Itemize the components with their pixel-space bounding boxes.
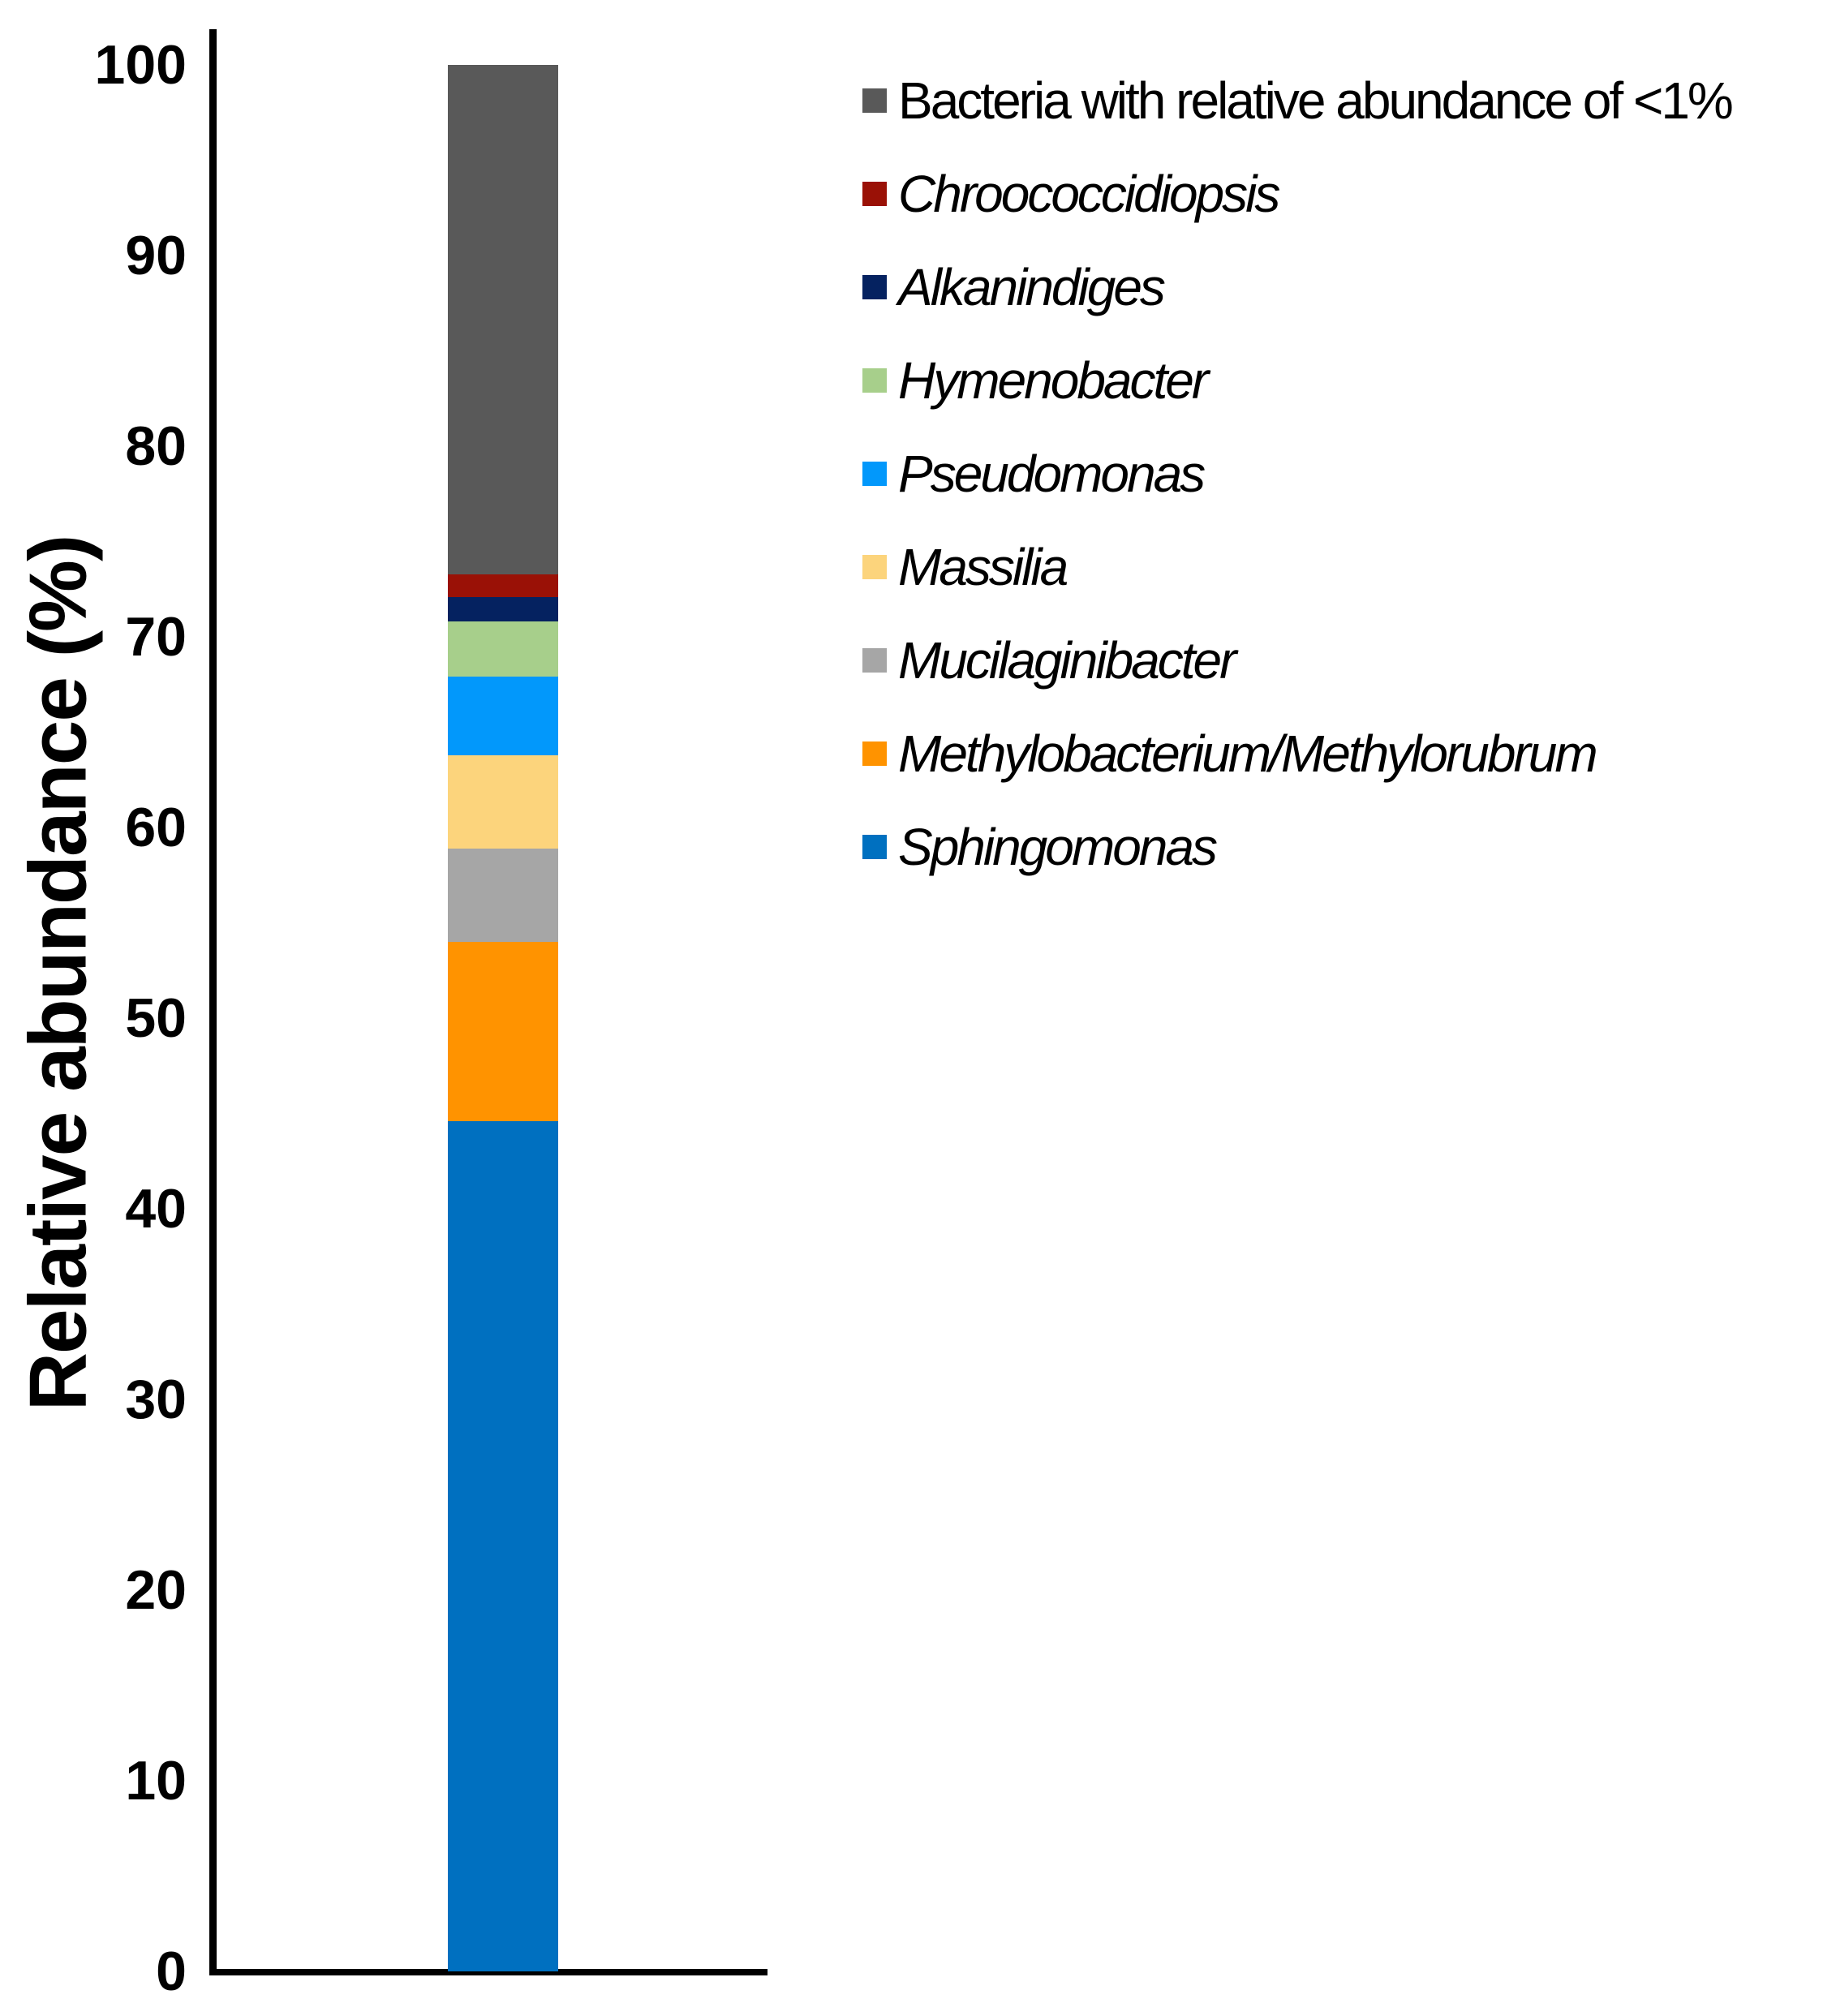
legend-item-2: Alkanindiges [862, 256, 1166, 318]
bar-segment-massilia [448, 754, 558, 849]
legend-item-8: Sphingomonas [862, 816, 1218, 878]
legend-label: Pseudomonas [898, 445, 1206, 503]
legend-swatch-icon [862, 835, 887, 859]
stacked-bar [448, 65, 558, 1971]
legend-swatch-icon [862, 368, 887, 393]
legend-label: Mucilaginibacter [898, 631, 1236, 690]
bar-segment-methylobacterium-methylorubrum [448, 942, 558, 1121]
bar-segment-alkanindiges [448, 596, 558, 622]
legend-swatch-icon [862, 88, 887, 113]
legend-label: Alkanindiges [898, 258, 1166, 316]
bar-segment-chroococcidiopsis [448, 574, 558, 597]
bar-segment-mucilaginibacter [448, 848, 558, 943]
legend-item-7: Methylobacterium/Methylorubrum [862, 723, 1598, 784]
legend-item-6: Mucilaginibacter [862, 630, 1236, 691]
legend-swatch-icon [862, 182, 887, 206]
legend-label: Methylobacterium/Methylorubrum [898, 724, 1598, 783]
legend-swatch-icon [862, 648, 887, 673]
y-tick-label-90: 90 [125, 225, 187, 286]
y-tick-label-100: 100 [94, 34, 187, 96]
y-axis-title: Relative abundance (%) [12, 535, 104, 1412]
legend-item-4: Pseudomonas [862, 443, 1206, 505]
x-axis-line [209, 1969, 768, 1975]
legend-swatch-icon [862, 462, 887, 486]
y-tick-label-60: 60 [125, 797, 187, 858]
y-tick-label-20: 20 [125, 1559, 187, 1621]
legend-item-0: Bacteria with relative abundance of <1% [862, 70, 1734, 131]
legend-swatch-icon [862, 555, 887, 579]
bar-segment-pseudomonas [448, 677, 558, 755]
y-tick-label-40: 40 [125, 1178, 187, 1240]
y-tick-label-10: 10 [125, 1750, 187, 1812]
legend-label: Massilia [898, 538, 1068, 596]
legend-item-5: Massilia [862, 536, 1068, 598]
legend-label: Bacteria with relative abundance of <1% [898, 71, 1734, 130]
y-tick-label-0: 0 [156, 1941, 187, 2002]
bar-segment-bacteria-with-relative-abundance-of-1 [448, 65, 558, 574]
legend-label: Chroococcidiopsis [898, 165, 1280, 223]
y-tick-label-30: 30 [125, 1369, 187, 1430]
y-tick-label-70: 70 [125, 606, 187, 668]
y-tick-label-80: 80 [125, 415, 187, 477]
legend-item-1: Chroococcidiopsis [862, 163, 1280, 225]
bar-segment-sphingomonas [448, 1120, 558, 1971]
legend-swatch-icon [862, 275, 887, 299]
y-tick-label-50: 50 [125, 987, 187, 1049]
legend-label: Hymenobacter [898, 351, 1209, 410]
bar-segment-hymenobacter [448, 621, 558, 677]
legend-item-3: Hymenobacter [862, 350, 1209, 411]
legend-swatch-icon [862, 741, 887, 766]
legend-label: Sphingomonas [898, 818, 1218, 876]
y-axis-line [209, 29, 217, 1975]
